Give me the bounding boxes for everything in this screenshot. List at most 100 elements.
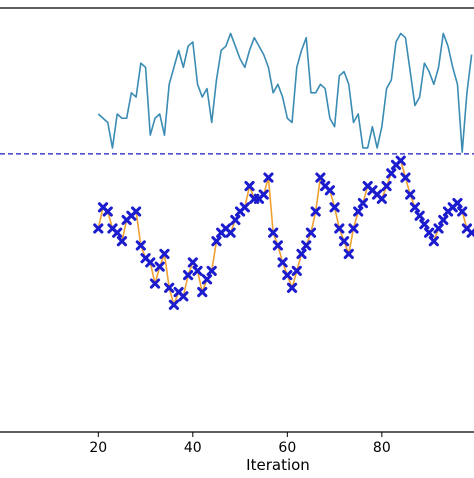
x-marker [457,206,468,217]
x-marker [112,227,123,238]
x-marker [93,223,104,234]
x-marker [187,257,198,268]
x-marker [296,248,307,260]
series-2-point [353,206,364,217]
x-marker [197,286,208,298]
series-2-point [182,270,194,281]
x-marker [272,240,283,251]
series-2-point [201,274,213,285]
series-2-point [178,291,189,302]
x-marker [135,240,146,251]
series-2-point [244,180,255,192]
series-2-point [239,202,250,213]
series-2-point [145,257,156,268]
x-marker [395,155,406,166]
x-marker [400,172,411,183]
x-marker [310,206,321,217]
x-marker [192,265,203,276]
x-axis-label: Iteration [246,456,310,474]
series-2-point [116,236,128,247]
x-marker [154,261,165,272]
x-marker [324,185,335,196]
series-2-point [282,270,293,281]
series-2-point [258,189,269,200]
x-marker [206,265,217,276]
x-marker [376,193,387,204]
series-2-point [409,202,421,213]
series-2-point [149,278,161,289]
x-marker [149,278,161,289]
series-2-point [154,261,165,272]
x-marker [230,214,241,226]
x-marker [116,236,128,247]
x-marker [419,219,430,230]
x-marker [405,189,416,200]
series-2-point [272,240,283,251]
series-2-point [348,223,359,234]
series-2-point [164,282,175,293]
x-tick-label: 20 [89,440,107,456]
series-2-point [400,172,411,183]
x-marker [258,189,269,200]
series-2-point [419,219,430,230]
x-marker [164,282,175,293]
series-2-point [268,227,279,238]
series-2-point [296,248,307,260]
series-2-point [135,240,146,251]
x-marker [424,227,435,238]
series-2-point [457,206,468,217]
x-marker [182,270,194,281]
series-2-point [414,210,425,221]
series-2-point [438,214,449,226]
series-2-point [376,193,387,204]
series-2-point [206,265,217,276]
x-marker [334,223,345,234]
series-2-point [452,197,463,209]
series-2-point [315,172,326,183]
x-tick-label: 80 [373,440,391,456]
series-2-point [131,206,142,217]
series-markers [93,155,474,310]
series-2-point [197,286,208,298]
series-2-point [263,172,274,183]
x-marker [438,214,449,226]
series-2-point [310,206,321,217]
series-2-point [225,227,236,238]
series-2-point [428,236,439,247]
series-2-point [433,223,444,234]
series-2-point [93,223,104,234]
series-2-point [159,248,170,260]
series-2-point [211,236,222,247]
series-2-point [102,206,113,217]
x-marker [244,180,255,192]
x-marker [286,282,298,293]
x-marker [381,180,392,192]
x-marker [277,257,288,268]
x-marker [263,172,274,183]
x-marker [466,227,474,238]
x-tick-label: 40 [184,440,202,456]
x-marker [131,206,142,217]
x-marker [386,168,397,179]
series-2-point [192,265,203,276]
x-marker [409,202,421,213]
series-2-point [277,257,288,268]
series-2-point [301,240,312,251]
x-marker [291,265,302,276]
x-marker [329,202,340,213]
series-2-point [286,282,298,293]
x-marker [343,248,354,260]
x-marker [239,202,250,213]
x-marker [414,210,425,221]
x-marker [225,227,236,238]
series-2-point [338,236,350,247]
series-2-point [324,185,335,196]
series-2-point [381,180,392,192]
plot-area [0,7,474,433]
series-2-point [343,248,354,260]
x-marker [268,227,279,238]
x-marker [353,206,364,217]
x-marker [159,248,170,260]
